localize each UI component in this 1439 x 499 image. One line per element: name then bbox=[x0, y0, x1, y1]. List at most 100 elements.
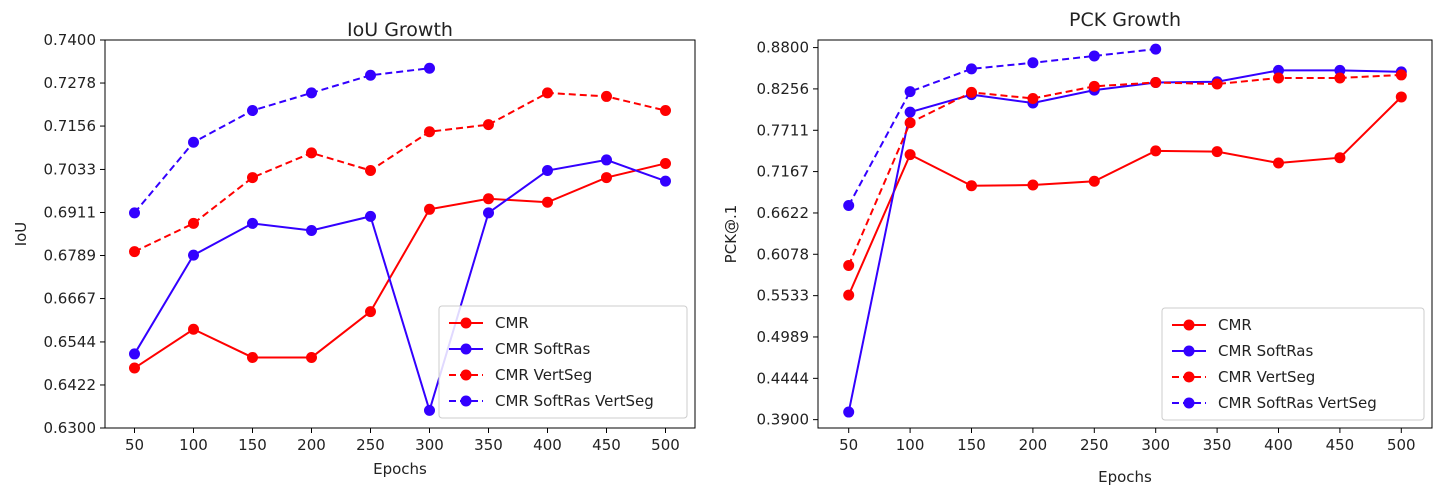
y-tick-label: 0.7167 bbox=[757, 163, 810, 181]
legend-entry: CMR bbox=[495, 314, 529, 332]
data-point bbox=[542, 196, 553, 208]
y-tick-label: 0.6544 bbox=[44, 333, 97, 351]
x-tick-label: 350 bbox=[474, 436, 503, 454]
series-line bbox=[847, 48, 1156, 207]
chart-title: PCK Growth bbox=[1069, 9, 1181, 31]
y-tick-label: 0.6911 bbox=[44, 203, 97, 221]
x-tick-label: 400 bbox=[1264, 436, 1293, 454]
y-tick-label: 0.3900 bbox=[757, 411, 810, 429]
chart-title: IoU Growth bbox=[347, 19, 453, 41]
data-point bbox=[1273, 64, 1284, 76]
pck-growth-chart: PCK Growth 50 100 150 200 250 300 350 400 450 500 0… bbox=[722, 9, 1433, 486]
y-tick-label: 0.6300 bbox=[44, 419, 97, 437]
data-point bbox=[1395, 69, 1407, 81]
data-point bbox=[129, 207, 140, 219]
x-axis-label: Epochs bbox=[1098, 468, 1152, 486]
data-point bbox=[1088, 80, 1100, 92]
data-point bbox=[129, 348, 140, 360]
data-point bbox=[1150, 77, 1162, 89]
data-point bbox=[904, 117, 916, 129]
series-line bbox=[133, 67, 430, 214]
data-point bbox=[904, 149, 916, 161]
x-tick-label: 500 bbox=[651, 436, 680, 454]
plot-frame bbox=[104, 39, 696, 429]
data-point bbox=[966, 63, 977, 75]
data-point bbox=[365, 165, 376, 177]
data-point bbox=[966, 86, 977, 98]
x-tick-label: 200 bbox=[1019, 436, 1048, 454]
x-tick-label: 150 bbox=[957, 436, 986, 454]
legend-swatch-marker bbox=[460, 369, 472, 381]
series-line bbox=[134, 91, 666, 253]
data-point bbox=[843, 289, 855, 301]
y-tick-label: 0.4444 bbox=[757, 369, 810, 387]
legend-swatch-marker bbox=[1183, 319, 1195, 331]
legend-entry: CMR SoftRas VertSeg bbox=[1218, 394, 1377, 412]
data-point bbox=[424, 126, 435, 138]
data-point bbox=[660, 175, 671, 187]
data-point bbox=[1150, 145, 1162, 157]
legend-box bbox=[1161, 307, 1425, 421]
data-point bbox=[365, 210, 376, 222]
legend-swatch-marker bbox=[460, 317, 472, 329]
data-point bbox=[660, 105, 671, 117]
data-point bbox=[365, 306, 376, 318]
data-point bbox=[306, 351, 317, 363]
y-axis-label: IoU bbox=[12, 222, 30, 247]
series-line bbox=[847, 73, 1402, 266]
y-tick-label: 0.7711 bbox=[757, 121, 810, 139]
legend-entry: CMR SoftRas VertSeg bbox=[495, 392, 654, 410]
legend: CMR CMR SoftRas CMR VertSeg CMR SoftRas Ver… bbox=[438, 305, 688, 419]
series-line bbox=[847, 96, 1403, 296]
y-tick-label: 0.8256 bbox=[757, 80, 810, 98]
data-point bbox=[188, 217, 199, 229]
data-point bbox=[1088, 175, 1100, 187]
y-tick-label: 0.4989 bbox=[757, 328, 810, 346]
y-tick-label: 0.6667 bbox=[44, 290, 97, 308]
y-tick-label: 0.7033 bbox=[44, 160, 97, 178]
y-tick-label: 0.6078 bbox=[757, 245, 810, 263]
legend-entry: CMR VertSeg bbox=[1218, 368, 1315, 386]
data-point bbox=[247, 351, 258, 363]
data-point bbox=[1088, 50, 1100, 62]
data-point bbox=[601, 154, 612, 166]
y-tick-label: 0.6622 bbox=[757, 204, 810, 222]
y-tick-label: 0.7278 bbox=[44, 74, 97, 92]
data-point bbox=[1334, 64, 1346, 76]
series-line bbox=[133, 162, 666, 369]
x-tick-label: 450 bbox=[1326, 436, 1355, 454]
legend-entry: CMR VertSeg bbox=[495, 366, 592, 384]
data-point bbox=[542, 165, 553, 177]
data-point bbox=[1027, 92, 1039, 104]
x-tick-label: 400 bbox=[533, 436, 562, 454]
data-point bbox=[424, 62, 435, 74]
data-point bbox=[306, 87, 317, 99]
series-line bbox=[133, 158, 666, 414]
data-point bbox=[1027, 57, 1039, 69]
data-point bbox=[1395, 91, 1407, 103]
data-point bbox=[660, 157, 671, 169]
y-tick-label: 0.7400 bbox=[44, 31, 97, 49]
data-point bbox=[904, 86, 916, 98]
data-point bbox=[483, 119, 494, 131]
data-point bbox=[306, 147, 317, 159]
y-tick-label: 0.5533 bbox=[757, 287, 810, 305]
data-point bbox=[424, 404, 435, 416]
x-tick-label: 100 bbox=[896, 436, 925, 454]
data-point bbox=[542, 87, 553, 99]
legend-box bbox=[438, 305, 688, 419]
data-point bbox=[247, 105, 258, 117]
data-point bbox=[1334, 72, 1346, 84]
x-tick-label: 200 bbox=[297, 436, 326, 454]
y-tick-label: 0.8800 bbox=[757, 39, 810, 57]
x-axis-label: Epochs bbox=[373, 460, 427, 478]
legend-swatch-marker bbox=[460, 343, 472, 355]
x-tick-label: 100 bbox=[179, 436, 208, 454]
data-point bbox=[1150, 43, 1162, 55]
data-point bbox=[904, 106, 916, 118]
legend-entry: CMR SoftRas bbox=[495, 340, 590, 358]
legend-swatch-marker bbox=[460, 395, 472, 407]
data-point bbox=[1211, 146, 1223, 158]
data-point bbox=[483, 193, 494, 205]
